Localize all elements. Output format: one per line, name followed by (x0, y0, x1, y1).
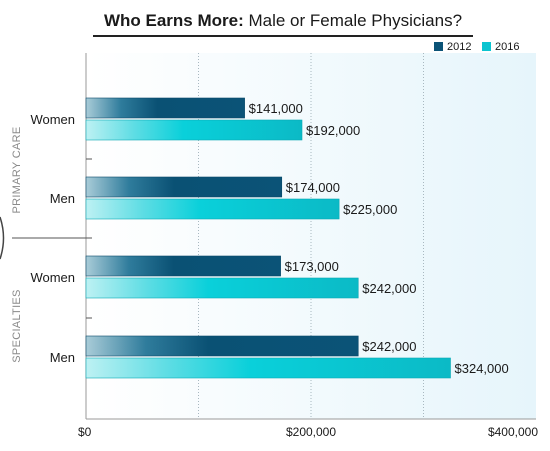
data-label: $324,000 (455, 361, 509, 376)
bar-2016 (85, 277, 359, 299)
legend-swatch-2012 (434, 42, 443, 51)
group-label: SPECIALTIES (11, 289, 23, 362)
category-label: Men (50, 350, 75, 365)
left-edge-arc (0, 216, 5, 260)
data-label: $141,000 (249, 101, 303, 116)
legend-label-2012: 2012 (447, 41, 472, 53)
data-label: $173,000 (285, 259, 339, 274)
x-tick-label: $400,000 (488, 425, 538, 439)
data-label: $242,000 (362, 339, 416, 354)
bar-2016 (85, 357, 451, 379)
chart-title: Who Earns More: Male or Female Physician… (93, 10, 473, 32)
data-label: $174,000 (286, 180, 340, 195)
chart-title-bold: Who Earns More: (103, 11, 244, 30)
bar-2012 (85, 335, 359, 357)
category-label: Women (30, 112, 75, 127)
category-label: Men (50, 191, 75, 206)
legend-swatch-2016 (482, 42, 491, 51)
title-underline (93, 35, 473, 37)
chart-title-rest: Male or Female Physicians? (243, 11, 463, 30)
bar-2016 (85, 198, 340, 220)
bar-2012 (85, 97, 245, 119)
data-label: $192,000 (306, 123, 360, 138)
category-label: Women (30, 270, 75, 285)
bar-2012 (85, 255, 281, 277)
x-tick-label: $200,000 (286, 425, 336, 439)
group-label: PRIMARY CARE (11, 127, 23, 214)
legend-label-2016: 2016 (495, 41, 520, 53)
bar-2016 (85, 119, 303, 141)
data-label: $225,000 (343, 202, 397, 217)
x-tick-label: $0 (78, 425, 92, 439)
bar-2012 (85, 176, 283, 198)
data-label: $242,000 (362, 281, 416, 296)
